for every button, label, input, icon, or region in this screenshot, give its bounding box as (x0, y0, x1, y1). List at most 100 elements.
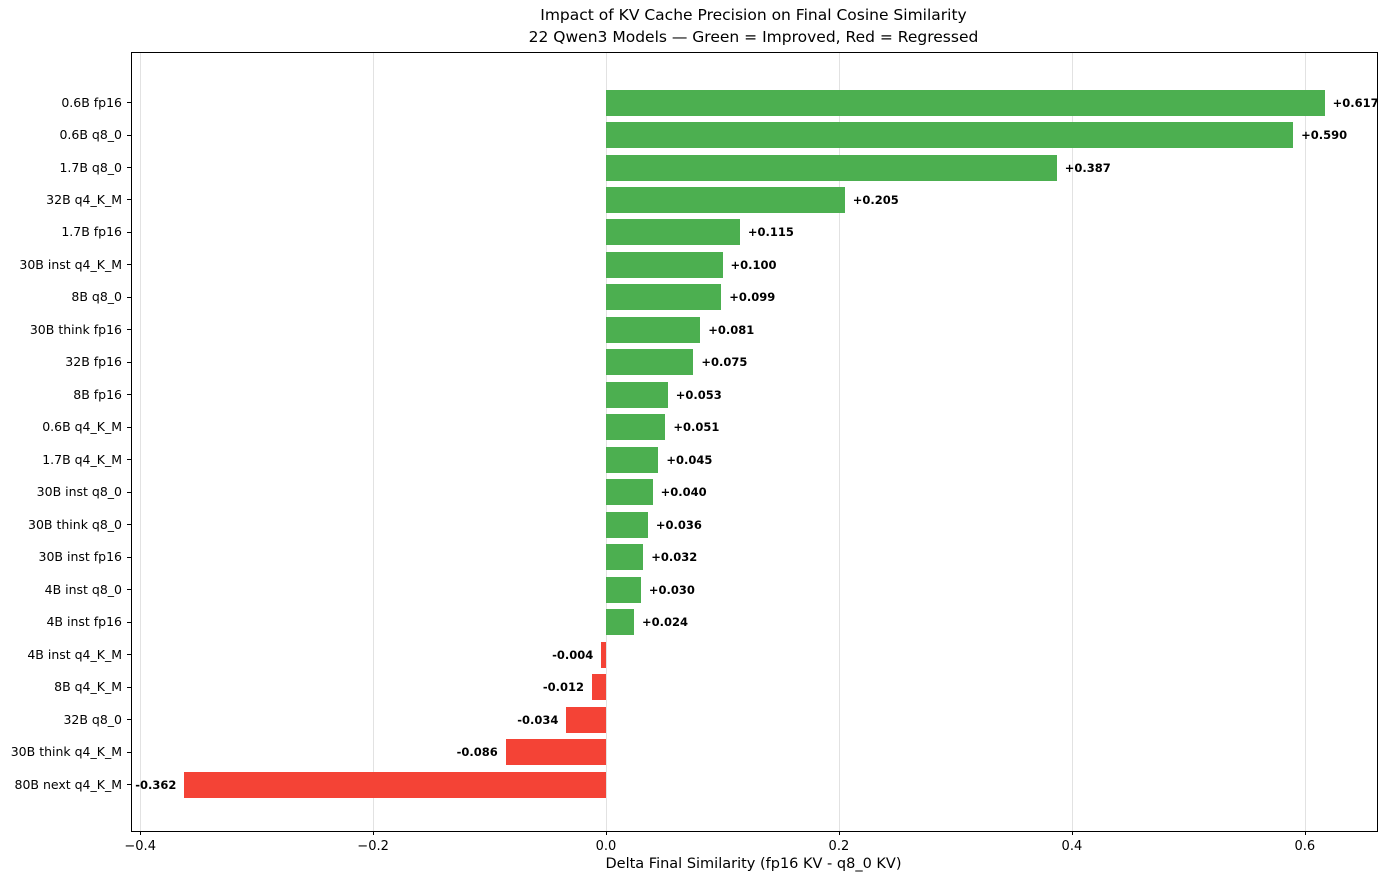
y-tick-mark (127, 102, 131, 103)
y-tick-label: 1.7B q4_K_M (42, 451, 122, 467)
y-tick-mark (127, 394, 131, 396)
y-tick-label: 30B think q4_K_M (10, 744, 122, 759)
y-tick-label: 0.6B fp16 (61, 94, 122, 110)
bar-value-label: +0.081 (708, 322, 755, 337)
y-tick-mark (127, 199, 131, 201)
gridline (373, 53, 375, 831)
x-axis-label: Delta Final Similarity (fp16 KV - q8_0 K… (605, 856, 902, 872)
y-tick-label: 1.7B q8_0 (59, 159, 122, 175)
bar-value-label: +0.040 (660, 485, 707, 500)
bar (184, 771, 606, 798)
y-tick-mark (127, 491, 131, 493)
bar-value-label: -0.034 (517, 712, 559, 727)
bar-value-label: +0.045 (666, 452, 713, 467)
y-tick-mark (127, 524, 131, 526)
bar (606, 479, 653, 506)
bar-value-label: +0.100 (730, 257, 777, 272)
bar (592, 674, 606, 701)
y-tick-label: 4B inst q8_0 (44, 581, 122, 597)
chart-title: Impact of KV Cache Precision on Final Co… (540, 6, 967, 24)
y-tick-mark (127, 784, 131, 785)
bar (606, 316, 701, 343)
bar-value-label: +0.030 (648, 582, 695, 597)
x-tick-label: 0.6 (1294, 839, 1316, 854)
bar (606, 186, 845, 213)
bar (606, 511, 648, 538)
y-tick-label: 8B q4_K_M (54, 679, 122, 695)
y-tick-label: 4B inst fp16 (46, 614, 122, 630)
bar (606, 414, 666, 441)
x-tick-label: −0.4 (124, 839, 156, 854)
bar (606, 219, 740, 246)
y-tick-label: 30B think q8_0 (28, 516, 122, 532)
bar-value-label: +0.036 (655, 517, 702, 532)
x-tick-mark (373, 831, 375, 835)
x-tick-label: 0.0 (595, 839, 617, 854)
x-tick-mark (838, 831, 840, 835)
bar (606, 381, 668, 408)
y-tick-label: 32B q4_K_M (46, 191, 122, 207)
bar-value-label: +0.099 (729, 290, 776, 305)
x-tick-label: 0.4 (1061, 839, 1083, 854)
y-tick-mark (127, 556, 131, 558)
bar-value-label: +0.024 (642, 615, 689, 630)
bar-value-label: +0.075 (701, 355, 748, 370)
y-tick-mark (127, 621, 131, 623)
x-tick-label: −0.2 (357, 839, 389, 854)
bar (606, 446, 659, 473)
bar (606, 89, 1325, 116)
y-tick-mark (127, 231, 131, 233)
y-tick-label: 30B inst fp16 (38, 549, 122, 565)
bar (606, 251, 723, 278)
y-tick-label: 30B inst q4_K_M (19, 256, 122, 272)
bar-value-label: +0.115 (747, 225, 794, 240)
y-tick-label: 0.6B q4_K_M (42, 419, 122, 435)
bar-value-label: +0.387 (1064, 160, 1111, 175)
bar (601, 641, 606, 668)
bar-value-label: +0.617 (1332, 95, 1379, 110)
y-tick-mark (127, 134, 131, 136)
bar-value-label: -0.012 (542, 680, 584, 695)
y-tick-label: 4B inst q4_K_M (27, 646, 122, 662)
y-tick-mark (127, 167, 131, 168)
x-tick-mark (1304, 831, 1306, 835)
bar-value-label: -0.004 (552, 647, 594, 662)
gridline (1071, 53, 1073, 831)
y-tick-mark (127, 361, 131, 363)
bar-value-label: -0.362 (135, 777, 177, 792)
x-tick-mark (606, 831, 607, 835)
y-tick-mark (127, 329, 131, 331)
bar (606, 609, 634, 636)
y-tick-label: 8B fp16 (73, 386, 122, 402)
chart-title-block: Impact of KV Cache Precision on Final Co… (131, 4, 1376, 48)
bar (566, 706, 606, 733)
bar-value-label: +0.590 (1301, 128, 1348, 142)
bar-value-label: +0.032 (651, 550, 698, 565)
bar-value-label: +0.205 (852, 192, 899, 207)
y-tick-mark (127, 719, 131, 720)
y-tick-label: 32B q8_0 (63, 711, 122, 727)
bar (606, 576, 641, 603)
bar (505, 739, 606, 765)
gridline (838, 53, 840, 831)
y-tick-label: 30B inst q8_0 (36, 484, 122, 500)
y-tick-label: 1.7B fp16 (61, 224, 122, 240)
y-tick-mark (127, 654, 131, 656)
x-tick-label: 0.2 (828, 839, 850, 854)
bar (606, 284, 722, 311)
bar (606, 154, 1057, 181)
gridline (1304, 53, 1306, 831)
y-tick-mark (127, 264, 131, 266)
x-tick-mark (140, 831, 142, 835)
y-tick-label: 8B q8_0 (71, 289, 122, 305)
y-tick-label: 80B next q4_K_M (14, 776, 123, 792)
y-tick-mark (127, 296, 131, 298)
chart-subtitle: 22 Qwen3 Models — Green = Improved, Red … (528, 28, 979, 46)
bar (606, 544, 644, 571)
gridline (606, 53, 607, 831)
gridline (140, 53, 142, 831)
x-tick-mark (1071, 831, 1073, 835)
y-tick-mark (127, 459, 131, 461)
y-tick-mark (127, 426, 131, 428)
